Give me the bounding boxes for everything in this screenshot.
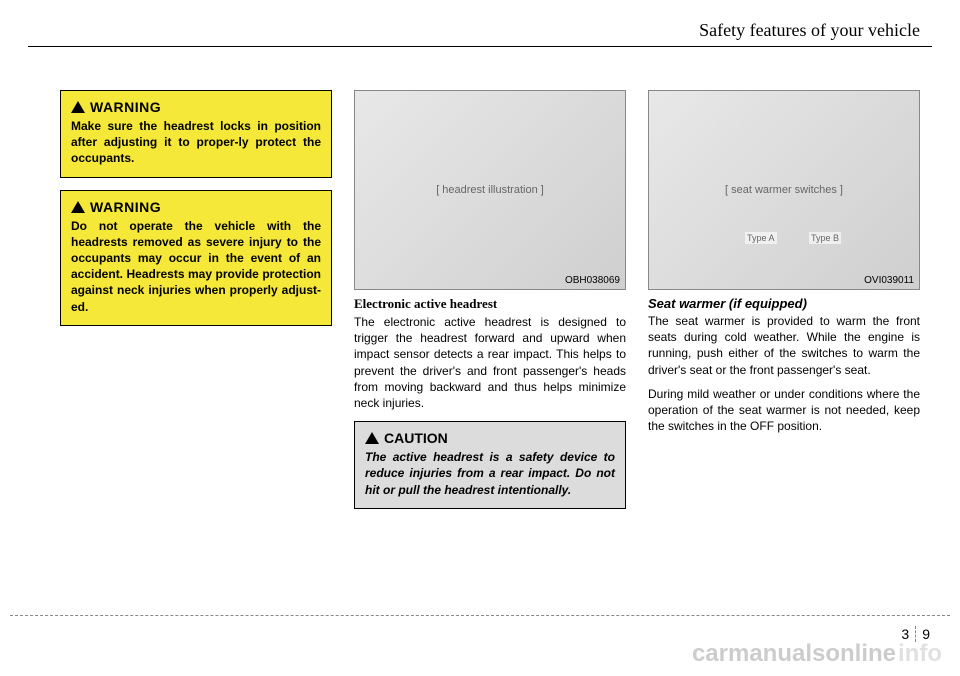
type-a-label: Type A bbox=[745, 232, 777, 244]
caution-icon bbox=[365, 432, 379, 444]
image-code: OBH038069 bbox=[565, 275, 620, 286]
warning-label: WARNING bbox=[90, 99, 161, 115]
section-title-electronic-headrest: Electronic active headrest bbox=[354, 296, 626, 312]
image-alt-text: [ headrest illustration ] bbox=[436, 184, 544, 196]
warning-body: Make sure the headrest locks in position… bbox=[71, 118, 321, 167]
image-alt-text: [ seat warmer switches ] bbox=[725, 184, 843, 196]
footer-divider bbox=[10, 615, 950, 616]
warning-icon bbox=[71, 201, 85, 213]
column-3: [ seat warmer switches ] Type A Type B O… bbox=[648, 90, 920, 509]
section-title-seat-warmer: Seat warmer (if equipped) bbox=[648, 296, 920, 311]
warning-box-2: WARNING Do not operate the vehicle with … bbox=[60, 190, 332, 326]
content-columns: WARNING Make sure the headrest locks in … bbox=[60, 90, 920, 509]
warning-body: Do not operate the vehicle with the head… bbox=[71, 218, 321, 315]
caution-body: The active headrest is a safety device t… bbox=[365, 449, 615, 498]
seat-warmer-illustration: [ seat warmer switches ] Type A Type B O… bbox=[648, 90, 920, 290]
watermark-text-1: carmanualsonline bbox=[692, 640, 896, 668]
header-title: Safety features of your vehicle bbox=[699, 20, 920, 40]
type-b-label: Type B bbox=[809, 232, 841, 244]
warning-icon bbox=[71, 101, 85, 113]
warning-label: WARNING bbox=[90, 199, 161, 215]
headrest-illustration: [ headrest illustration ] OBH038069 bbox=[354, 90, 626, 290]
body-paragraph-2: During mild weather or under conditions … bbox=[648, 386, 920, 435]
body-paragraph: The electronic active headrest is design… bbox=[354, 314, 626, 411]
header-rule bbox=[28, 46, 932, 47]
column-2: [ headrest illustration ] OBH038069 Elec… bbox=[354, 90, 626, 509]
image-code: OVI039011 bbox=[864, 275, 914, 286]
warning-header: WARNING bbox=[71, 199, 321, 215]
watermark-text-2: info bbox=[898, 640, 942, 668]
warning-box-1: WARNING Make sure the headrest locks in … bbox=[60, 90, 332, 178]
warning-header: WARNING bbox=[71, 99, 321, 115]
caution-header: CAUTION bbox=[365, 430, 615, 446]
page-header: Safety features of your vehicle bbox=[699, 20, 920, 41]
caution-label: CAUTION bbox=[384, 430, 448, 446]
caution-box: CAUTION The active headrest is a safety … bbox=[354, 421, 626, 509]
column-1: WARNING Make sure the headrest locks in … bbox=[60, 90, 332, 509]
watermark: carmanualsonline info bbox=[692, 640, 942, 668]
body-paragraph-1: The seat warmer is provided to warm the … bbox=[648, 313, 920, 378]
